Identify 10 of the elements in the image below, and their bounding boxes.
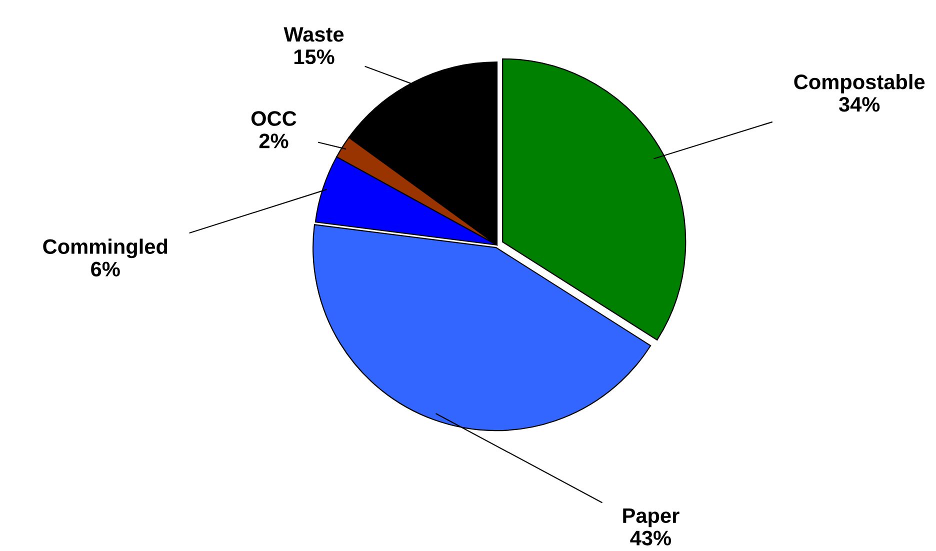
slice-label: OCC [251, 111, 296, 126]
data-label: 34% [838, 97, 880, 112]
data-label: 2% [259, 134, 288, 148]
data-label: 43% [630, 530, 672, 546]
slice-label: Commingled [43, 238, 168, 258]
data-label: 6% [91, 262, 120, 276]
data-label: 15% [294, 49, 334, 64]
slice-label: Waste [284, 27, 344, 42]
slice-label: Compostable [794, 74, 925, 94]
slice-label: Paper [623, 508, 680, 528]
